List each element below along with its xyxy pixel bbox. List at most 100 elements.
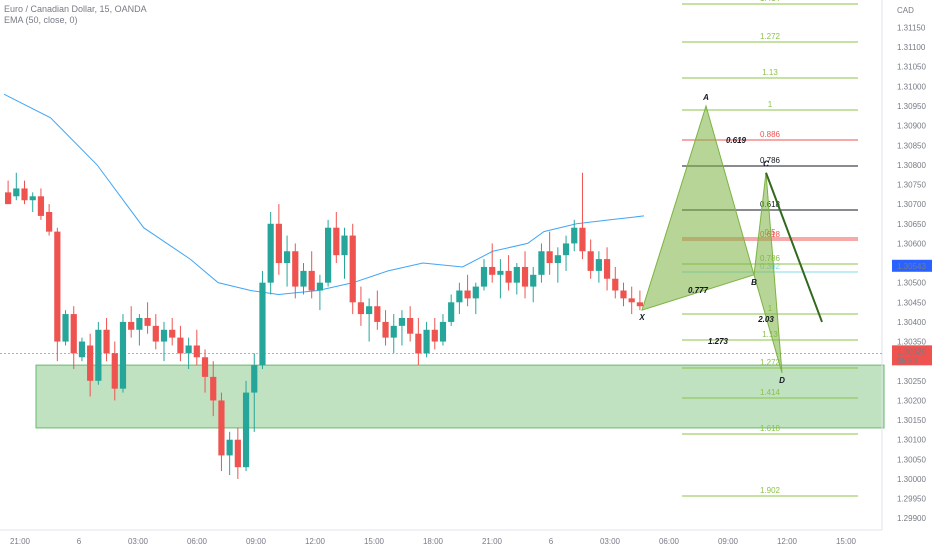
candle-body bbox=[546, 251, 553, 264]
candles-layer bbox=[5, 172, 643, 479]
price-tick-label: 1.30950 bbox=[897, 102, 926, 111]
candle-body bbox=[251, 365, 258, 393]
price-tick-label: 1.30400 bbox=[897, 318, 926, 327]
price-tick-label: 1.31100 bbox=[897, 43, 926, 52]
time-tick-label: 06:00 bbox=[659, 537, 680, 546]
candle-body bbox=[177, 337, 184, 354]
price-tick-label: 1.30500 bbox=[897, 279, 926, 288]
candle-body bbox=[37, 196, 45, 216]
fib-level-label: 1.13 bbox=[762, 68, 778, 77]
candle-body bbox=[628, 298, 635, 303]
candle-body bbox=[439, 321, 447, 342]
price-tick-label: 1.30450 bbox=[897, 298, 926, 307]
candle-body bbox=[193, 345, 200, 358]
price-tick-label: 1.30900 bbox=[897, 122, 926, 131]
candle-body bbox=[349, 235, 356, 303]
candle-body bbox=[300, 270, 307, 287]
candle-body bbox=[218, 400, 225, 456]
demand-zone-layer bbox=[35, 364, 885, 429]
candle-body bbox=[505, 270, 512, 283]
price-tick-label: 1.30850 bbox=[897, 141, 926, 150]
candle-body bbox=[382, 321, 389, 338]
fib-level-label: 1.272 bbox=[760, 358, 781, 367]
candle-body bbox=[480, 266, 488, 287]
candle-body bbox=[521, 266, 529, 287]
candle-body bbox=[333, 227, 340, 256]
price-axis: CAD 1.29900 1.29950 1.30000 1.30050 1.30100 1.… bbox=[881, 0, 926, 530]
candle-body bbox=[612, 278, 619, 291]
time-axis: 21:00 6 03:00 06:00 09:00 12:00 15:00 18:00 21:0… bbox=[0, 529, 882, 546]
candle-body bbox=[374, 306, 381, 322]
candle-body bbox=[448, 302, 455, 322]
pattern-point-b: B bbox=[751, 278, 757, 287]
candle-body bbox=[46, 212, 53, 232]
candle-body bbox=[103, 329, 110, 354]
fib-level-label: 1.414 bbox=[760, 388, 781, 397]
symbol-title: Euro / Canadian Dollar, 15, OANDA bbox=[4, 4, 147, 14]
fib-level-label: 1.414 bbox=[760, 0, 781, 3]
candle-body bbox=[152, 325, 159, 342]
candle-body bbox=[87, 345, 94, 381]
price-tick-label: 1.31050 bbox=[897, 63, 926, 72]
candle-body bbox=[603, 259, 611, 279]
candle-body bbox=[201, 357, 209, 377]
fib-level-label: 1.272 bbox=[760, 32, 781, 41]
fib-level-label: 0.618 bbox=[760, 200, 781, 209]
candle-body bbox=[160, 329, 168, 342]
candle-body bbox=[308, 270, 315, 291]
candle-body bbox=[398, 318, 406, 326]
time-tick-label: 09:00 bbox=[718, 537, 739, 546]
time-tick-label: 21:00 bbox=[10, 537, 31, 546]
fib-level-label: 1 bbox=[768, 100, 773, 109]
candle-body bbox=[234, 439, 241, 468]
time-tick-label: 18:00 bbox=[423, 537, 444, 546]
time-tick-label: 6 bbox=[77, 537, 82, 546]
candle-body bbox=[144, 318, 151, 326]
candle-body bbox=[13, 188, 20, 197]
time-tick-label: 12:00 bbox=[305, 537, 326, 546]
pattern-ratio-label: 1.273 bbox=[708, 337, 729, 346]
candle-body bbox=[538, 251, 545, 275]
candle-body bbox=[456, 290, 463, 303]
candle-body bbox=[390, 325, 397, 338]
fib-level-label: 0.886 bbox=[760, 130, 781, 139]
price-tick-label: 1.29950 bbox=[897, 495, 926, 504]
price-tick-label: 1.30000 bbox=[897, 475, 926, 484]
pattern-xab bbox=[641, 104, 755, 311]
pattern-point-d: D bbox=[779, 376, 785, 385]
price-tick-label: 1.31150 bbox=[897, 23, 926, 32]
price-tick-label: 1.30750 bbox=[897, 181, 926, 190]
demand-zone bbox=[35, 364, 885, 429]
candle-body bbox=[579, 227, 586, 252]
candle-body bbox=[210, 376, 217, 401]
time-tick-label: 15:00 bbox=[836, 537, 857, 546]
candle-body bbox=[587, 251, 594, 271]
candle-body bbox=[464, 290, 471, 299]
price-tick-label: 1.30100 bbox=[897, 436, 926, 445]
pattern-ratio-label: 2.03 bbox=[757, 315, 774, 324]
time-tick-label: 09:00 bbox=[246, 537, 267, 546]
candle-body bbox=[472, 286, 479, 299]
candle-body bbox=[62, 314, 69, 342]
price-tick-label: 1.30350 bbox=[897, 338, 926, 347]
candle-body bbox=[415, 333, 422, 354]
candle-body bbox=[283, 251, 291, 264]
fib-level-label: 1.13 bbox=[762, 330, 778, 339]
candle-body bbox=[554, 255, 561, 264]
candle-body bbox=[489, 266, 496, 275]
price-tick-label: 1.30650 bbox=[897, 220, 926, 229]
candle-body bbox=[407, 318, 414, 334]
candle-body bbox=[136, 318, 143, 330]
candle-body bbox=[5, 192, 12, 205]
candle-body bbox=[571, 227, 578, 244]
bar-countdown: 05:50 bbox=[897, 356, 918, 365]
time-tick-label: 03:00 bbox=[600, 537, 621, 546]
ema-layer bbox=[3, 93, 645, 295]
candle-body bbox=[562, 243, 570, 256]
candle-body bbox=[595, 259, 602, 271]
ema-price-value: 1.30543 bbox=[897, 262, 926, 271]
price-tick-label: 1.30600 bbox=[897, 239, 926, 248]
pattern-point-a: A bbox=[702, 93, 709, 102]
